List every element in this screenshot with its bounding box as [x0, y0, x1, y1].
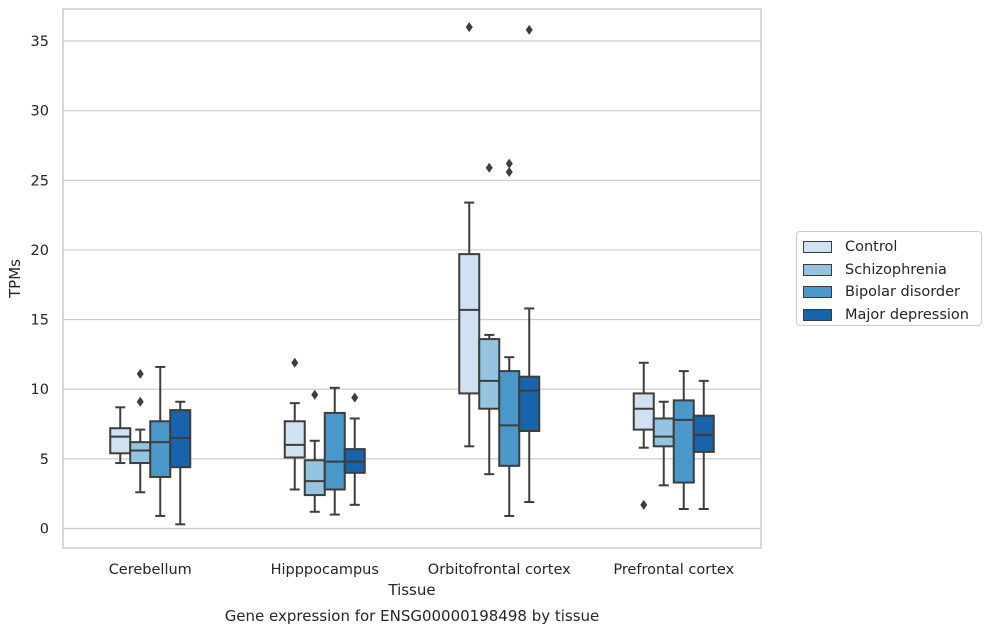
box-bipolar-disorder-orbitofrontal-cortex-flier-1 — [505, 158, 513, 169]
x-tick-label-cerebellum: Cerebellum — [109, 562, 192, 578]
legend-item-bipolar-disorder: Bipolar disorder — [803, 281, 981, 304]
y-tick-label-20: 20 — [31, 243, 49, 259]
x-axis-label: Tissue — [387, 581, 435, 599]
box-control-orbitofrontal-cortex-body — [458, 253, 481, 395]
box-control-cerebellum-body — [109, 427, 132, 455]
box-control-cerebellum — [109, 406, 132, 465]
box-bipolar-disorder-hipppocampus-body — [323, 411, 346, 491]
box-schizophrenia-orbitofrontal-cortex — [478, 162, 501, 476]
y-tick-label-15: 15 — [31, 313, 49, 329]
box-major-depression-prefrontal-cortex-body — [692, 414, 715, 453]
box-major-depression-cerebellum — [169, 400, 192, 526]
box-major-depression-orbitofrontal-cortex — [518, 24, 541, 504]
y-tick-label-30: 30 — [31, 104, 49, 120]
legend-item-schizophrenia: Schizophrenia — [803, 259, 981, 282]
box-bipolar-disorder-orbitofrontal-cortex-body — [498, 370, 521, 467]
y-tick-labels: 0 5 10 15 20 25 30 35 — [31, 34, 49, 537]
box-series — [109, 22, 715, 526]
y-tick-label-10: 10 — [31, 382, 49, 398]
box-schizophrenia-hipppocampus — [303, 389, 326, 513]
y-tick-label-5: 5 — [40, 452, 49, 468]
box-control-prefrontal-cortex-flier-0 — [640, 499, 648, 510]
box-major-depression-hipppocampus-flier-0 — [351, 392, 359, 403]
box-schizophrenia-prefrontal-cortex-body — [652, 417, 675, 448]
box-control-prefrontal-cortex — [632, 361, 655, 510]
x-tick-labels: Cerebellum Hipppocampus Orbitofrontal cort… — [109, 562, 735, 578]
x-tick-label-hipppocampus: Hipppocampus — [271, 562, 379, 578]
box-schizophrenia-cerebellum-body — [129, 441, 152, 465]
legend-item-major-depression: Major depression — [803, 304, 981, 327]
box-control-orbitofrontal-cortex-flier-0 — [465, 22, 473, 33]
box-schizophrenia-orbitofrontal-cortex-body — [478, 338, 501, 410]
box-control-orbitofrontal-cortex — [458, 22, 481, 448]
y-tick-label-0: 0 — [40, 522, 49, 538]
box-bipolar-disorder-orbitofrontal-cortex-flier-0 — [505, 166, 513, 177]
box-control-hipppocampus — [283, 357, 306, 491]
box-bipolar-disorder-hipppocampus — [323, 386, 346, 516]
box-control-hipppocampus-flier-0 — [291, 357, 299, 368]
legend-swatch-schizophrenia — [803, 263, 832, 276]
box-major-depression-hipppocampus — [343, 392, 366, 506]
y-tick-label-25: 25 — [31, 173, 49, 189]
box-major-depression-orbitofrontal-cortex-body — [518, 375, 541, 433]
legend-label-major-depression: Major depression — [845, 307, 969, 324]
legend-label-schizophrenia: Schizophrenia — [845, 261, 947, 278]
box-schizophrenia-cerebellum-flier-0 — [136, 396, 144, 407]
box-control-prefrontal-cortex-body — [632, 392, 655, 431]
box-major-depression-orbitofrontal-cortex-flier-0 — [525, 24, 533, 35]
x-tick-label-orbitofrontal-cortex: Orbitofrontal cortex — [428, 562, 571, 578]
legend-swatch-bipolar-disorder — [803, 286, 832, 299]
legend-swatch-major-depression — [803, 309, 832, 322]
box-schizophrenia-hipppocampus-flier-0 — [311, 389, 319, 400]
chart-title: Gene expression for ENSG00000198498 by t… — [225, 607, 600, 625]
box-schizophrenia-cerebellum-flier-1 — [136, 368, 144, 379]
x-tick-label-prefrontal-cortex: Prefrontal cortex — [613, 562, 734, 578]
box-schizophrenia-prefrontal-cortex — [652, 400, 675, 487]
plot-frame — [62, 8, 762, 549]
legend-label-bipolar-disorder: Bipolar disorder — [845, 284, 960, 301]
y-axis-label: TPMs — [6, 259, 24, 299]
legend-swatch-control — [803, 241, 832, 254]
legend: Control Schizophrenia Bipolar disorder M… — [796, 231, 982, 326]
y-tick-label-35: 35 — [31, 34, 49, 50]
box-control-hipppocampus-body — [283, 420, 306, 459]
box-major-depression-prefrontal-cortex — [692, 379, 715, 511]
box-schizophrenia-orbitofrontal-cortex-flier-0 — [485, 162, 493, 173]
box-bipolar-disorder-cerebellum-body — [149, 420, 172, 478]
box-schizophrenia-hipppocampus-body — [303, 459, 326, 497]
box-bipolar-disorder-orbitofrontal-cortex — [498, 158, 521, 517]
box-bipolar-disorder-prefrontal-cortex-body — [672, 399, 695, 484]
legend-label-control: Control — [845, 239, 898, 256]
legend-item-control: Control — [803, 236, 981, 259]
box-schizophrenia-cerebellum — [129, 368, 152, 494]
box-bipolar-disorder-prefrontal-cortex — [672, 370, 695, 511]
